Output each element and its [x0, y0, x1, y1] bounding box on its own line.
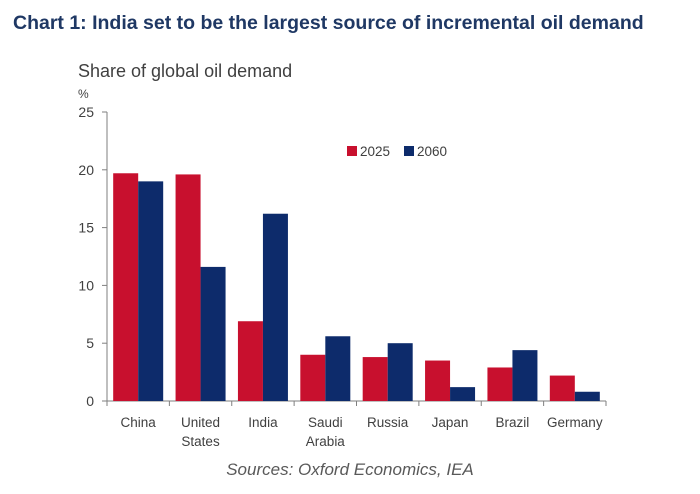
legend-label-2025: 2025	[360, 144, 390, 159]
bar-2060-germany	[574, 391, 600, 401]
bar-2025-japan	[425, 360, 451, 401]
x-tick-label: Russia	[367, 415, 409, 430]
bar-2025-united-states	[175, 174, 201, 401]
y-axis: 0 5 10 15 20 25	[78, 104, 108, 409]
x-tick-label: China	[121, 415, 157, 430]
chart-subtitle: Share of global oil demand	[78, 61, 292, 81]
bar-2025-china	[113, 173, 139, 401]
bar-2060-india	[262, 213, 288, 401]
legend: 2025 2060	[347, 144, 447, 159]
legend-swatch-2060	[404, 146, 414, 156]
bar-2060-saudi-arabia	[325, 336, 351, 401]
y-axis-unit: %	[78, 87, 89, 101]
y-tick-label: 5	[86, 335, 94, 351]
bar-2025-saudi-arabia	[300, 354, 326, 401]
bar-2060-brazil	[512, 350, 538, 401]
bar-2025-germany	[549, 375, 575, 401]
x-tick-label: United States	[181, 415, 220, 449]
bar-2060-china	[138, 181, 164, 401]
bars	[113, 173, 600, 401]
bar-2060-russia	[387, 343, 413, 401]
y-tick-label: 15	[78, 220, 94, 236]
bar-2025-russia	[362, 357, 388, 401]
x-tick-label: India	[248, 415, 278, 430]
x-axis: China United States India Saudi Arabia Russia J…	[106, 400, 607, 449]
chart-title: Chart 1: India set to be the largest sou…	[13, 12, 644, 34]
legend-swatch-2025	[347, 146, 357, 156]
y-tick-label: 20	[78, 162, 94, 178]
x-tick-label: Japan	[432, 415, 469, 430]
bar-2025-brazil	[487, 367, 513, 401]
y-tick-label: 0	[86, 393, 94, 409]
y-tick-label: 10	[78, 277, 94, 293]
bar-2025-india	[237, 321, 263, 401]
source-note: Sources: Oxford Economics, IEA	[226, 460, 474, 479]
x-tick-label: Germany	[547, 415, 603, 430]
legend-label-2060: 2060	[417, 144, 447, 159]
bar-2060-japan	[450, 387, 476, 401]
x-tick-label: Saudi Arabia	[306, 415, 346, 449]
x-tick-label: Brazil	[496, 415, 530, 430]
bar-2060-united-states	[200, 266, 226, 401]
y-tick-label: 25	[78, 104, 94, 120]
